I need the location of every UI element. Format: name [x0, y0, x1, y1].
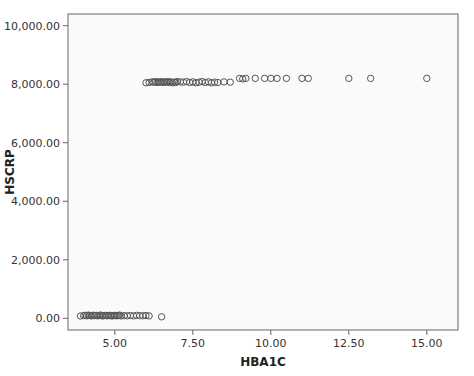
y-tick-label: 6,000.00	[11, 137, 60, 150]
x-tick	[426, 330, 427, 335]
y-tick	[63, 318, 68, 319]
point	[305, 75, 311, 81]
y-axis-label: HSCRP	[3, 149, 17, 195]
y-tick	[63, 142, 68, 143]
point	[221, 79, 227, 85]
x-tick	[348, 330, 349, 335]
chart: 5.00 7.50 10.00 12.50 15.00 0.00 2,000.00 4,000…	[0, 0, 474, 376]
x-tick	[270, 330, 271, 335]
point	[227, 79, 233, 85]
x-axis-label: HBA1C	[240, 355, 286, 369]
x-tick-label: 15.00	[411, 337, 443, 350]
y-tick	[63, 84, 68, 85]
plot-frame	[68, 14, 458, 330]
y-tick-label: 8,000.00	[11, 78, 60, 91]
y-tick-label: 4,000.00	[11, 195, 60, 208]
point	[424, 75, 430, 81]
y-tick	[63, 201, 68, 202]
point	[299, 75, 305, 81]
y-tick-label: 2,000.00	[11, 254, 60, 267]
point	[261, 75, 267, 81]
point	[367, 75, 373, 81]
axes: 5.00 7.50 10.00 12.50 15.00 0.00 2,000.00 4,000…	[4, 20, 443, 350]
point	[215, 79, 221, 85]
point	[158, 314, 164, 320]
x-tick-label: 5.00	[103, 337, 128, 350]
points	[77, 75, 430, 320]
point	[283, 75, 289, 81]
y-tick	[63, 25, 68, 26]
y-tick-label: 0.00	[36, 312, 61, 325]
point	[243, 75, 249, 81]
x-tick	[114, 330, 115, 335]
x-tick-label: 7.50	[181, 337, 206, 350]
y-tick	[63, 259, 68, 260]
x-tick	[192, 330, 193, 335]
point	[274, 75, 280, 81]
point	[346, 75, 352, 81]
point	[268, 75, 274, 81]
point	[146, 313, 152, 319]
x-tick-label: 10.00	[255, 337, 287, 350]
plot-area	[68, 14, 458, 330]
point	[252, 75, 258, 81]
x-tick-label: 12.50	[333, 337, 365, 350]
y-tick-label: 10,000.00	[4, 20, 60, 33]
